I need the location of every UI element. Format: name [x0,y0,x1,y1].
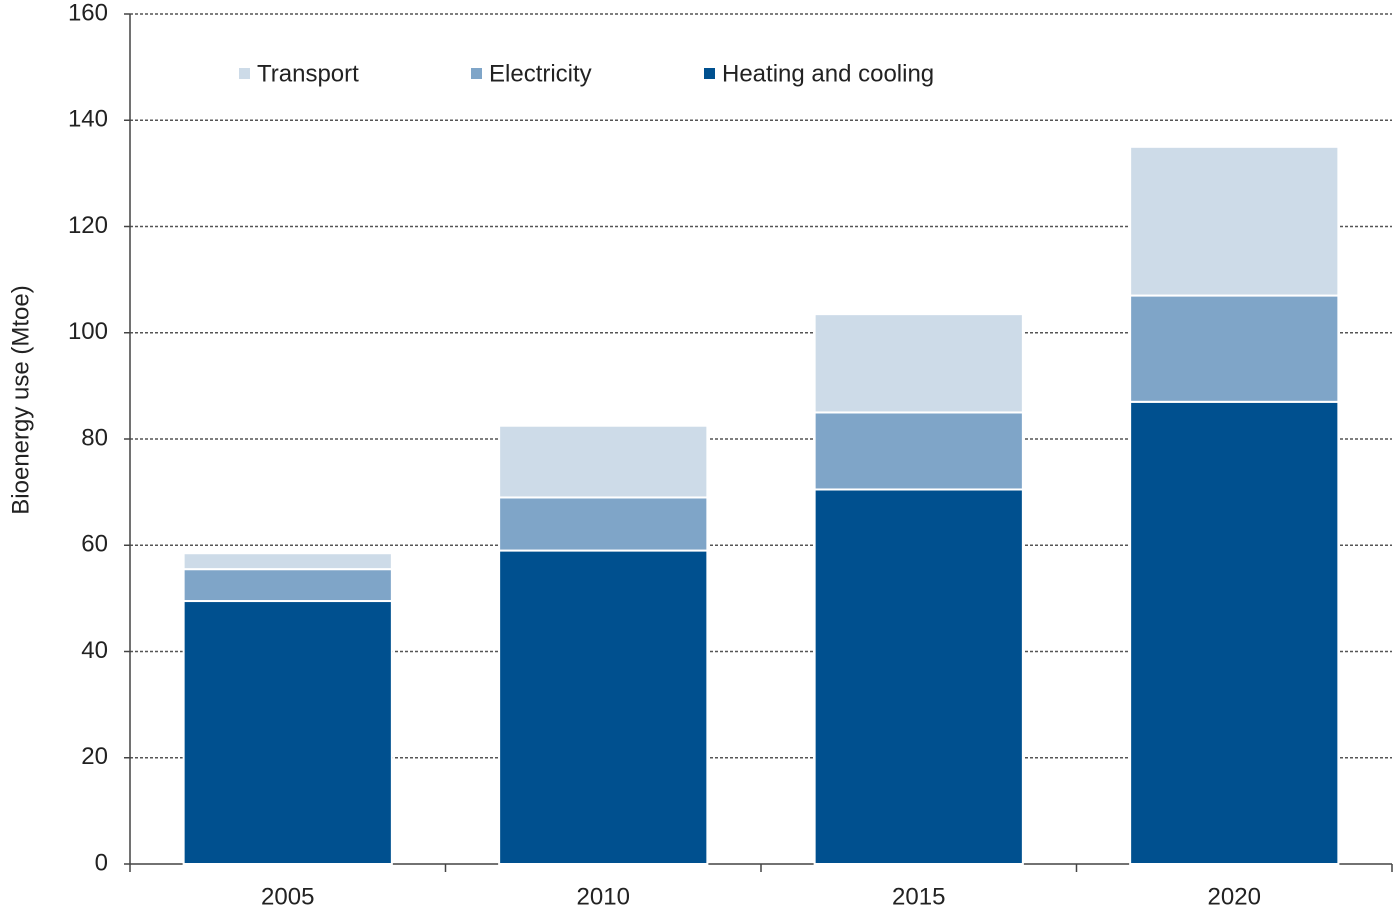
y-tick-label: 80 [81,424,108,451]
legend-label: Heating and cooling [722,60,934,87]
bar-segment [813,313,1024,414]
bar-segment [813,411,1024,491]
y-tick-label: 100 [68,318,108,345]
legend-swatch [239,68,250,79]
bar-segment [1129,145,1340,297]
bar-segment [182,552,393,571]
legend-swatch [471,68,482,79]
bar-segment [1129,294,1340,403]
x-tick-label: 2005 [261,883,314,910]
bar-segment [182,568,393,603]
x-tick-label: 2010 [577,883,630,910]
x-tick-label: 2015 [892,883,945,910]
y-axis-label: Bioenergy use (Mtoe) [7,285,34,514]
legend-label: Electricity [489,60,592,87]
bar-segment [813,488,1024,865]
y-tick-label: 140 [68,106,108,133]
y-tick-label: 120 [68,212,108,239]
bar-segment [182,600,393,865]
y-tick-label: 20 [81,743,108,770]
legend-swatch [704,68,715,79]
x-tick-label: 2020 [1208,883,1261,910]
y-tick-label: 160 [68,0,108,26]
legend-label: Transport [257,60,359,87]
bar-segment [498,496,709,552]
bar-segment [498,549,709,865]
bar-segment [1129,400,1340,865]
y-tick-label: 40 [81,637,108,664]
y-tick-label: 0 [95,849,108,876]
y-tick-label: 60 [81,531,108,558]
bar-segment [498,424,709,499]
